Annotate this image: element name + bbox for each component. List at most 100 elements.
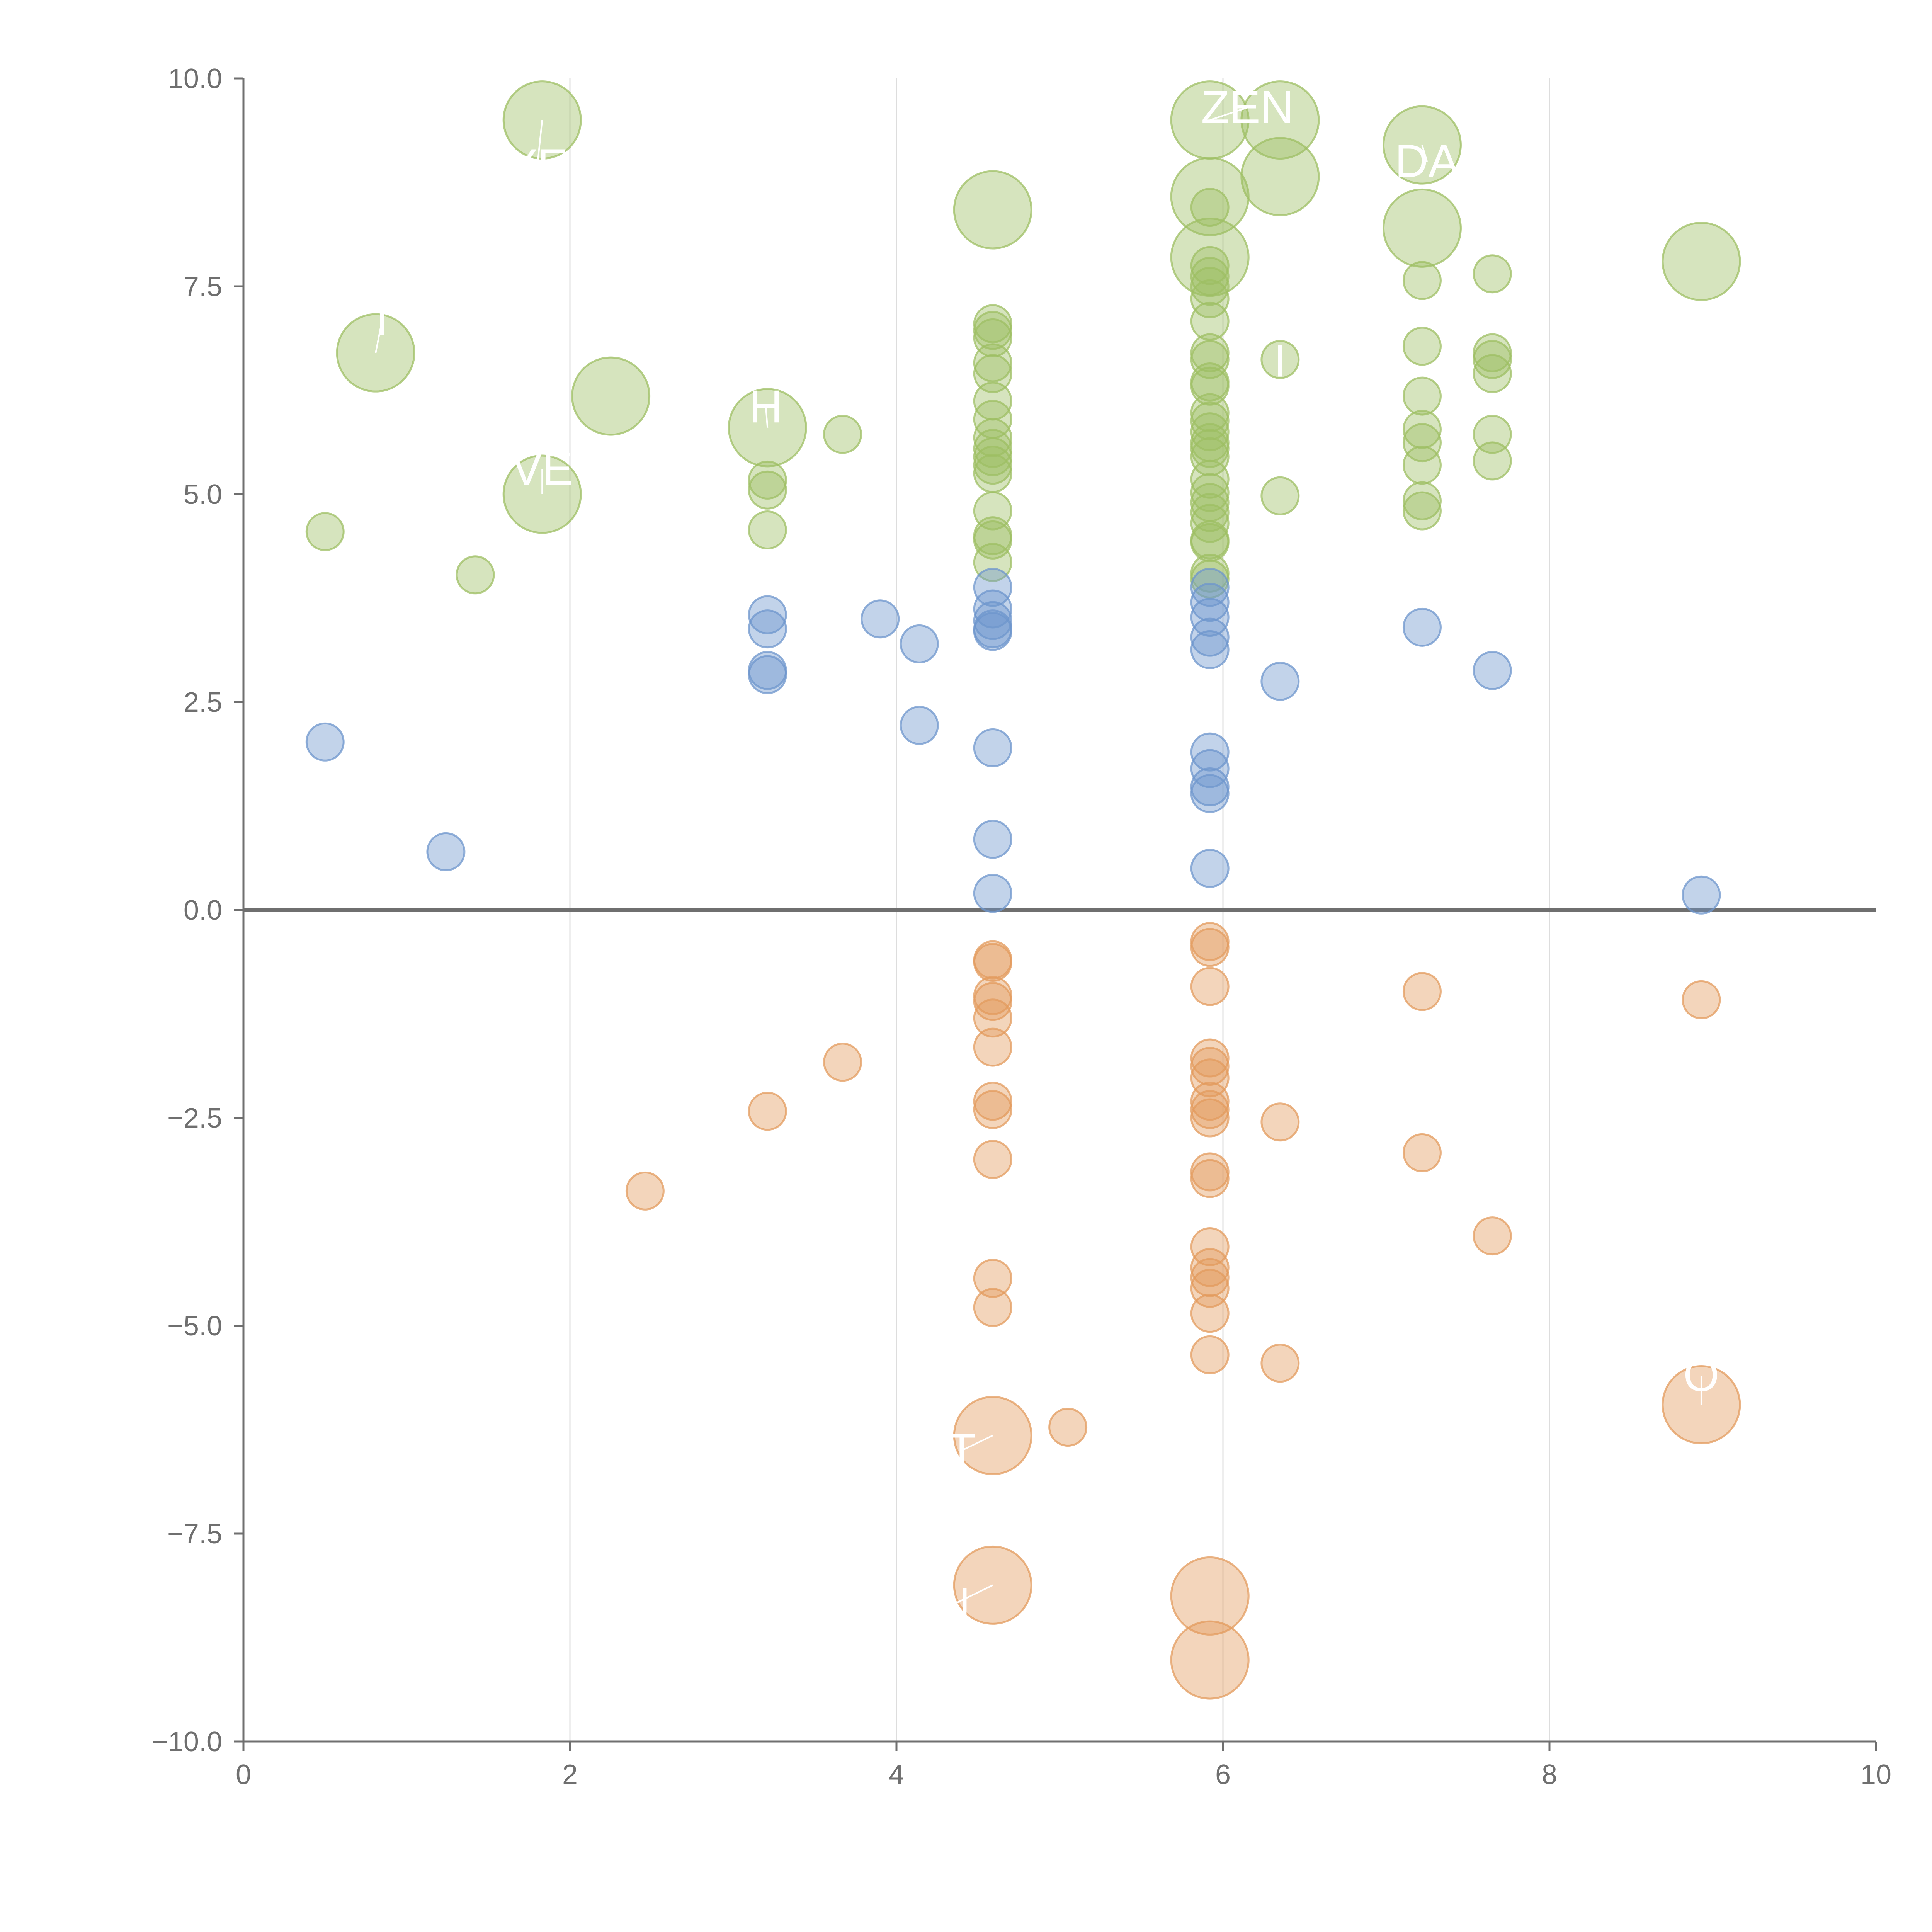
point-green-47: [1190, 459, 1230, 499]
point-blue-17: [1190, 568, 1230, 607]
point-orange-35: [1170, 1620, 1250, 1700]
x-tick-label: 10: [1861, 1759, 1891, 1790]
y-tick-label: −2.5: [167, 1103, 222, 1134]
point-orange-20: [1190, 1038, 1230, 1078]
point-green-15: [973, 343, 1012, 383]
point-green-72: [1473, 340, 1512, 379]
annotation-label: DA: [1395, 135, 1459, 187]
point-green-40: [1190, 366, 1230, 406]
point-green-32: [1190, 246, 1230, 285]
point-orange-33: [1190, 1335, 1230, 1374]
point-orange-24: [1190, 1090, 1230, 1129]
x-tick-label: 6: [1215, 1759, 1231, 1790]
y-tick-label: −10.0: [152, 1726, 222, 1757]
y-tick-label: 0.0: [184, 895, 222, 926]
annotation-label: I: [1274, 335, 1286, 387]
point-green-11: [953, 170, 1032, 250]
point-green-75: [1473, 441, 1512, 481]
annotation-leader-7: [961, 1435, 993, 1451]
point-orange-13: [973, 1288, 1012, 1327]
point-blue-14: [973, 728, 1012, 767]
point-orange-18: [1190, 928, 1230, 967]
point-green-63: [1402, 327, 1442, 366]
point-orange-2: [823, 1043, 862, 1082]
point-green-21: [973, 437, 1012, 476]
point-blue-18: [1190, 583, 1230, 622]
point-orange-9: [973, 1082, 1012, 1121]
point-orange-25: [1190, 1098, 1230, 1138]
y-tick-label: −7.5: [167, 1519, 222, 1549]
point-green-57: [1240, 137, 1320, 216]
point-blue-28: [1402, 607, 1442, 647]
annotation-label: VE: [511, 443, 573, 495]
point-green-66: [1402, 423, 1442, 463]
point-green-45: [1190, 429, 1230, 468]
point-blue-1: [426, 832, 466, 871]
point-green-36: [1190, 301, 1230, 341]
point-blue-16: [973, 874, 1012, 913]
point-green-30: [1190, 188, 1230, 227]
point-green-62: [1402, 261, 1442, 300]
point-blue-0: [305, 722, 345, 762]
point-orange-34: [1170, 1556, 1250, 1636]
point-orange-6: [973, 982, 1012, 1021]
annotation-label: T: [947, 1424, 976, 1476]
point-green-50: [1190, 493, 1230, 532]
point-blue-19: [1190, 597, 1230, 637]
point-orange-0: [625, 1171, 665, 1211]
point-green-46: [1190, 437, 1230, 476]
point-green-1: [456, 555, 495, 595]
y-tick-label: 2.5: [184, 687, 222, 718]
point-green-8: [748, 470, 787, 510]
annotation-leader-8: [953, 1584, 993, 1605]
point-blue-7: [900, 624, 939, 663]
point-green-34: [1190, 267, 1230, 306]
point-green-10: [823, 415, 862, 454]
annotation-label: YE: [506, 139, 568, 191]
point-blue-21: [1190, 630, 1230, 669]
point-blue-29: [1473, 651, 1512, 690]
point-green-9: [748, 510, 787, 550]
y-tick-label: 7.5: [184, 271, 222, 302]
data-points: [305, 80, 1741, 1700]
point-orange-12: [973, 1259, 1012, 1298]
point-green-68: [1402, 481, 1442, 520]
point-blue-3: [748, 609, 787, 649]
point-orange-32: [1190, 1294, 1230, 1333]
y-tick-label: −5.0: [167, 1311, 222, 1342]
point-green-74: [1473, 415, 1512, 454]
point-green-69: [1402, 491, 1442, 531]
x-tick-label: 4: [889, 1759, 904, 1790]
annotation-leader-4: [765, 406, 769, 428]
point-green-35: [1190, 279, 1230, 318]
point-blue-25: [1190, 774, 1230, 813]
point-blue-8: [900, 706, 939, 745]
point-orange-30: [1190, 1258, 1230, 1297]
point-green-65: [1402, 410, 1442, 449]
annotation-label: T: [368, 293, 396, 345]
point-orange-16: [1048, 1408, 1088, 1447]
point-green-42: [1190, 401, 1230, 441]
point-blue-15: [973, 820, 1012, 859]
point-orange-1: [748, 1092, 787, 1131]
point-green-56: [1240, 80, 1320, 160]
point-orange-10: [973, 1090, 1012, 1129]
point-green-7: [748, 460, 787, 500]
x-tick-label: 0: [236, 1759, 251, 1790]
point-blue-11: [973, 601, 1012, 640]
x-tick-label: 2: [562, 1759, 578, 1790]
point-green-16: [973, 354, 1012, 393]
point-orange-27: [1190, 1159, 1230, 1198]
point-green-67: [1402, 446, 1442, 485]
point-green-64: [1402, 376, 1442, 416]
point-green-5: [571, 356, 651, 436]
point-green-76: [1662, 221, 1741, 301]
point-blue-6: [861, 599, 900, 639]
point-green-29: [1170, 157, 1250, 236]
point-blue-5: [748, 655, 787, 694]
point-green-33: [1190, 257, 1230, 296]
point-blue-30: [1682, 875, 1721, 915]
y-tick-label: 10.0: [168, 63, 222, 94]
point-orange-22: [1190, 1058, 1230, 1098]
